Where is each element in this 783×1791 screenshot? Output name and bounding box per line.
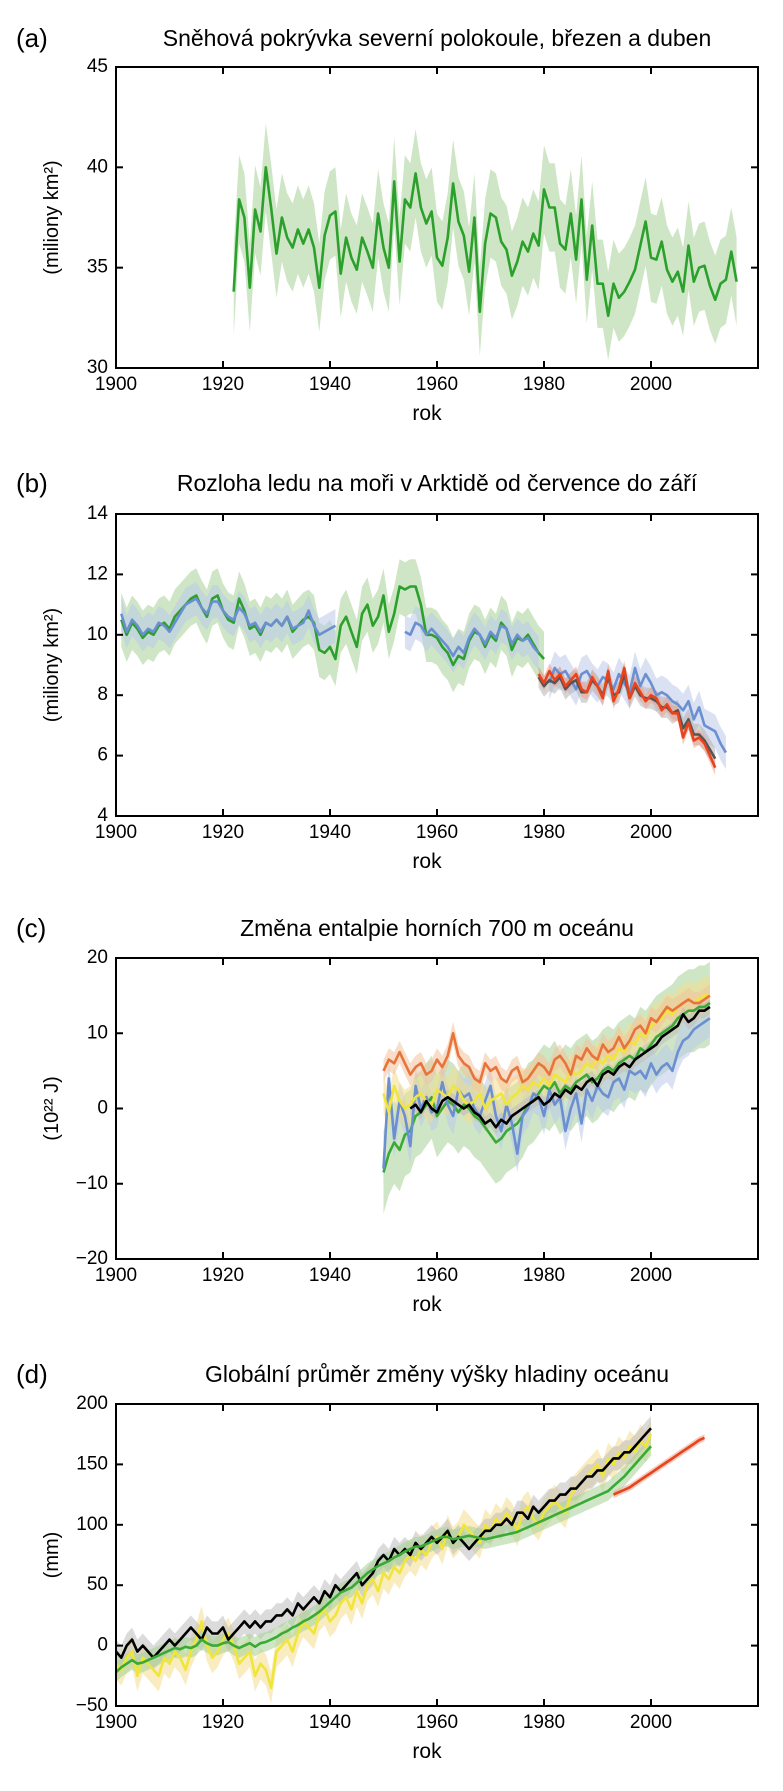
plot-area [120, 559, 728, 776]
panel-b: (b) Rozloha ledu na moři v Arktidě od čer… [16, 468, 759, 873]
uncertainty-band-3 [383, 984, 710, 1094]
y-tick-label: 150 [76, 1453, 108, 1474]
series-line-0 [382, 1002, 711, 1173]
y-tick-label: −20 [76, 1248, 108, 1269]
chart-title: Globální průměr změny výšky hladiny oceá… [205, 1361, 669, 1387]
y-tick-label: 0 [97, 1098, 108, 1119]
y-axis-label: (mm) [41, 1532, 63, 1579]
x-tick-label: 2000 [630, 1265, 672, 1286]
x-axis-label: rok [412, 1293, 442, 1316]
y-tick-label: 0 [97, 1635, 108, 1656]
x-tick-label: 1900 [95, 374, 137, 395]
x-tick-label: 1920 [202, 374, 244, 395]
x-tick-label: 1980 [523, 374, 565, 395]
uncertainty-band-2 [116, 1436, 651, 1682]
y-tick-label: 35 [87, 257, 108, 278]
y-tick-label: 14 [87, 503, 109, 524]
uncertainty-band-1 [116, 1416, 651, 1670]
y-tick-label: 40 [87, 156, 108, 177]
x-tick-label: 2000 [630, 374, 672, 395]
y-tick-label: 10 [87, 624, 108, 645]
x-tick-label: 1960 [416, 822, 458, 843]
panel-label: (a) [16, 23, 48, 53]
uncertainty-band-2 [383, 976, 710, 1132]
x-tick-label: 1920 [202, 1712, 244, 1733]
series-line-0 [116, 1433, 653, 1690]
series-line-1 [404, 621, 540, 658]
panel-label: (c) [16, 913, 46, 943]
series-line-3 [537, 666, 717, 769]
series-line-1 [116, 1427, 652, 1659]
y-tick-label: −50 [76, 1695, 108, 1716]
x-axis-label: rok [412, 402, 442, 425]
series-line-2 [116, 1445, 652, 1674]
panel-a: (a) Sněhová pokrývka severní polokoule, b… [16, 23, 759, 425]
y-tick-label: 30 [87, 357, 108, 378]
x-tick-label: 1920 [202, 822, 244, 843]
uncertainty-band-1 [404, 606, 539, 673]
chart-title: Rozloha ledu na moři v Arktidě od červen… [177, 470, 698, 496]
x-tick-label: 1900 [95, 1712, 137, 1733]
plot-area [116, 1416, 706, 1704]
series-line-1 [120, 597, 337, 637]
series-line-3 [382, 994, 711, 1084]
y-axis-label: (miliony km²) [41, 608, 63, 722]
y-axis-label: (10²² J) [41, 1076, 63, 1140]
x-tick-label: 1960 [416, 374, 458, 395]
series-line-0 [232, 166, 738, 318]
y-tick-label: −10 [76, 1173, 108, 1194]
x-tick-label: 2000 [630, 822, 672, 843]
panel-c: (c) Změna entalpie horních 700 m oceánu 19… [16, 913, 759, 1316]
x-tick-label: 2000 [630, 1712, 672, 1733]
x-tick-label: 1960 [416, 1265, 458, 1286]
series-line-3 [612, 1436, 706, 1496]
y-tick-label: 20 [87, 947, 108, 968]
y-tick-label: 45 [87, 56, 108, 77]
x-tick-label: 1900 [95, 1265, 137, 1286]
x-tick-label: 1920 [202, 1265, 244, 1286]
x-tick-label: 1960 [416, 1712, 458, 1733]
panel-label: (d) [16, 1359, 48, 1389]
y-tick-label: 6 [97, 745, 108, 766]
y-tick-label: 50 [87, 1574, 108, 1595]
y-tick-label: 200 [76, 1393, 108, 1414]
plot-area [382, 961, 711, 1214]
chart-title: Změna entalpie horních 700 m oceánu [240, 915, 634, 941]
panel-d: (d) Globální průměr změny výšky hladiny o… [16, 1359, 759, 1763]
x-tick-label: 1980 [523, 1712, 565, 1733]
x-axis-label: rok [412, 1740, 442, 1763]
y-axis-label: (miliony km²) [41, 160, 63, 274]
x-tick-label: 1980 [523, 822, 565, 843]
x-tick-label: 1940 [309, 374, 351, 395]
y-tick-label: 100 [76, 1514, 108, 1535]
panel-label: (b) [16, 468, 48, 498]
x-tick-label: 1940 [309, 1712, 351, 1733]
series-line-4 [409, 1005, 711, 1129]
chart-title: Sněhová pokrývka severní polokoule, břez… [163, 25, 712, 51]
x-tick-label: 1940 [309, 822, 351, 843]
series-line-0 [120, 585, 545, 667]
x-tick-label: 1940 [309, 1265, 351, 1286]
x-tick-label: 1900 [95, 822, 137, 843]
x-axis-label: rok [412, 850, 442, 873]
x-tick-label: 1980 [523, 1265, 565, 1286]
y-tick-label: 4 [97, 805, 108, 826]
plot-area [232, 123, 738, 360]
y-tick-label: 12 [87, 563, 108, 584]
y-tick-label: 10 [87, 1022, 108, 1043]
y-tick-label: 8 [97, 684, 108, 705]
